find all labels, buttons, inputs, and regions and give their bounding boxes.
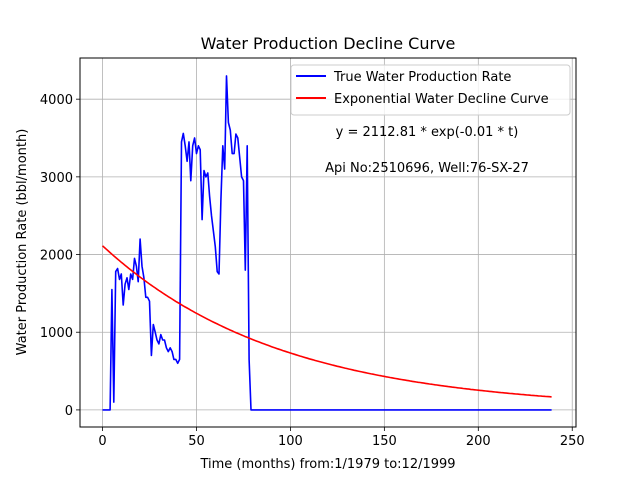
well-annotation: Api No:2510696, Well:76-SX-27: [325, 161, 529, 176]
x-tick-label: 0: [98, 434, 106, 449]
plot-frame: [79, 57, 577, 428]
legend: True Water Production Rate Exponential W…: [290, 64, 571, 116]
series-line-true-rate: [102, 75, 552, 411]
x-tick-label: 150: [372, 434, 397, 449]
series-layer: [101, 75, 552, 411]
y-tick-label: 4000: [40, 93, 73, 108]
x-tick-label: 50: [188, 434, 205, 449]
legend-box: [290, 64, 571, 116]
ticks: 0 50 100 150 200 250 0 1000 2000 3000 4000: [40, 93, 585, 449]
x-tick-label: 100: [278, 434, 303, 449]
x-axis-label: Time (months) from:1/1979 to:12/1999: [199, 457, 455, 472]
x-tick-label: 200: [466, 434, 491, 449]
y-tick-label: 0: [65, 404, 73, 419]
legend-label-exponential: Exponential Water Decline Curve: [334, 92, 549, 107]
series-line-exponential: [101, 245, 552, 398]
y-tick-label: 3000: [40, 171, 73, 186]
grid: [80, 58, 576, 427]
x-tick-label: 250: [560, 434, 585, 449]
y-axis-label: Water Production Rate (bbl/month): [15, 129, 30, 356]
legend-label-true-rate: True Water Production Rate: [333, 70, 511, 85]
chart-title: Water Production Decline Curve: [201, 34, 456, 53]
equation-annotation: y = 2112.81 * exp(-0.01 * t): [336, 125, 519, 140]
y-tick-label: 1000: [40, 326, 73, 341]
y-tick-label: 2000: [40, 249, 73, 264]
